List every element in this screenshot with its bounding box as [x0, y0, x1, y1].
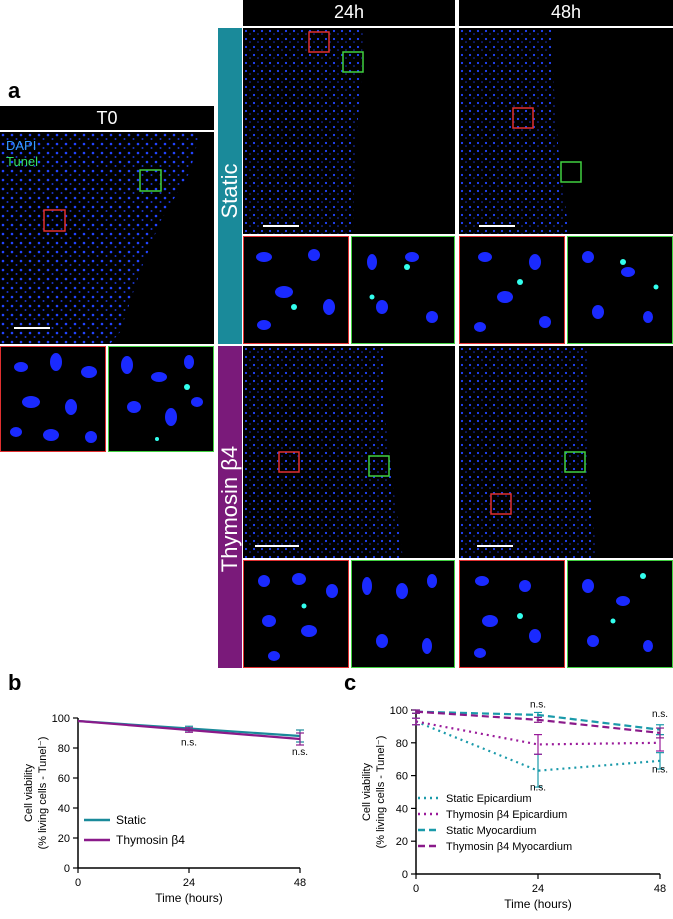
- annotation-ns: n.s.: [652, 709, 668, 720]
- row-label-static: Static: [217, 163, 242, 219]
- col-header-24h: 24h: [243, 0, 455, 26]
- t0-green-roi: [139, 169, 162, 192]
- dapi-label: DAPI: [6, 138, 37, 153]
- col-header-48h: 48h: [459, 0, 673, 26]
- y-tick-label: 80: [58, 743, 70, 755]
- legend-label: Thymosin β4: [116, 833, 185, 847]
- t0-zoom-red: [0, 346, 106, 452]
- tunel-label: Tunel: [6, 154, 39, 169]
- static-48h-micrograph: [459, 28, 673, 234]
- annotation-ns: n.s.: [292, 747, 308, 758]
- x-tick-label: 24: [532, 883, 544, 895]
- y-tick-label: 20: [58, 833, 70, 845]
- panel-c-letter: c: [344, 670, 357, 695]
- annotation-ns: n.s.: [652, 765, 668, 776]
- row-label-thymosin: Thymosin β4: [217, 445, 242, 573]
- y-tick-label: 40: [58, 803, 70, 815]
- x-axis-label: Time (hours): [155, 891, 223, 905]
- legend-label: Thymosin β4 Myocardium: [446, 841, 572, 853]
- t0-red-roi: [43, 209, 66, 232]
- y-tick-label: 100: [52, 713, 70, 725]
- chart-b: 0 20 40 60 80 100 0 24 48 Time (hours) Cell viabil…: [23, 713, 308, 905]
- thymosin-48h-micrograph: [459, 346, 673, 558]
- series-line: [415, 720, 661, 746]
- t0-micrograph: DAPI Tunel: [0, 132, 214, 344]
- row-label-static-bar: Static: [217, 28, 242, 344]
- y-tick-label: 0: [64, 863, 70, 875]
- t0-zoom-green: [108, 346, 214, 452]
- y-tick-label: 100: [390, 705, 408, 717]
- x-tick-label: 0: [413, 883, 419, 895]
- panel-a-letter: a: [8, 78, 21, 103]
- y-axis-label-2: (% living cells - Tunel⁻): [375, 736, 387, 849]
- legend-label: Static: [116, 813, 146, 827]
- x-axis-label: Time (hours): [504, 897, 572, 911]
- static-48h-zoom-green: [567, 236, 673, 344]
- y-tick-label: 60: [396, 771, 408, 783]
- legend-label: Static Myocardium: [446, 825, 536, 837]
- annotation-ns: n.s.: [530, 699, 546, 710]
- y-tick-label: 20: [396, 836, 408, 848]
- annotation-ns: n.s.: [181, 738, 197, 749]
- static-24h-micrograph: [243, 28, 455, 234]
- y-tick-label: 80: [396, 738, 408, 750]
- static-48h-zoom-red: [459, 236, 565, 344]
- x-tick-label: 48: [654, 883, 666, 895]
- y-tick-label: 0: [402, 869, 408, 881]
- row-label-thymosin-bar: Thymosin β4: [217, 346, 242, 668]
- y-tick-label: 60: [58, 773, 70, 785]
- panel-b-letter: b: [8, 670, 22, 695]
- y-axis-label: Cell viability: [23, 763, 35, 822]
- legend-label: Static Epicardium: [446, 793, 532, 805]
- thymosin-24h-zoom-red: [243, 560, 349, 668]
- x-tick-label: 48: [294, 877, 306, 889]
- y-axis-label: Cell viability: [361, 762, 373, 821]
- thymosin-48h-zoom-green: [567, 560, 673, 668]
- static-24h-zoom-red: [243, 236, 349, 344]
- static-24h-zoom-green: [351, 236, 455, 344]
- y-tick-label: 40: [396, 803, 408, 815]
- thymosin-24h-micrograph: [243, 346, 455, 558]
- series-line: [415, 720, 661, 772]
- x-tick-label: 0: [75, 877, 81, 889]
- legend-label: Thymosin β4 Epicardium: [446, 809, 567, 821]
- x-tick-label: 24: [183, 877, 195, 889]
- thymosin-24h-zoom-green: [351, 560, 455, 668]
- annotation-ns: n.s.: [530, 783, 546, 794]
- t0-header: T0: [0, 106, 214, 130]
- thymosin-48h-zoom-red: [459, 560, 565, 668]
- chart-c: 0 20 40 60 80 100 0 24 48 Time (hours) Cell viabil…: [361, 699, 668, 911]
- t0-tissue-svg: [0, 132, 200, 344]
- y-axis-label-2: (% living cells - Tunel⁻): [37, 737, 49, 850]
